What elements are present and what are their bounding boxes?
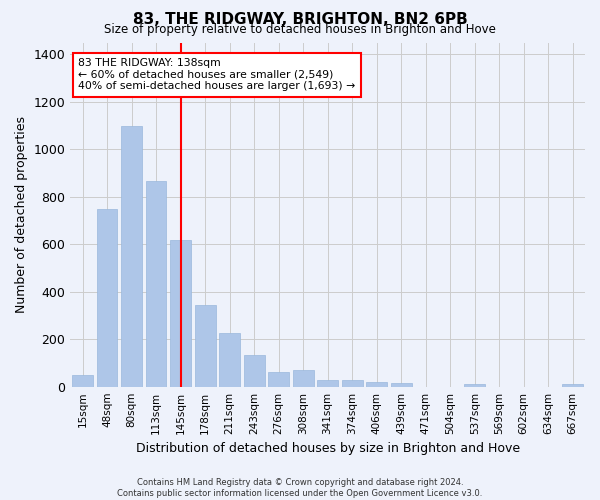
Bar: [97, 208, 118, 386]
Text: Size of property relative to detached houses in Brighton and Hove: Size of property relative to detached ho…: [104, 22, 496, 36]
Bar: [342, 380, 362, 386]
Bar: [244, 354, 265, 386]
Bar: [464, 384, 485, 386]
Bar: [146, 182, 166, 386]
Y-axis label: Number of detached properties: Number of detached properties: [15, 116, 28, 313]
Text: Contains HM Land Registry data © Crown copyright and database right 2024.
Contai: Contains HM Land Registry data © Crown c…: [118, 478, 482, 498]
Text: 83 THE RIDGWAY: 138sqm
← 60% of detached houses are smaller (2,549)
40% of semi-: 83 THE RIDGWAY: 138sqm ← 60% of detached…: [78, 58, 355, 91]
Bar: [72, 375, 93, 386]
Bar: [317, 380, 338, 386]
Bar: [268, 372, 289, 386]
Bar: [391, 383, 412, 386]
X-axis label: Distribution of detached houses by size in Brighton and Hove: Distribution of detached houses by size …: [136, 442, 520, 455]
Bar: [366, 382, 387, 386]
Bar: [562, 384, 583, 386]
Bar: [121, 126, 142, 386]
Bar: [170, 240, 191, 386]
Text: 83, THE RIDGWAY, BRIGHTON, BN2 6PB: 83, THE RIDGWAY, BRIGHTON, BN2 6PB: [133, 12, 467, 28]
Bar: [194, 305, 215, 386]
Bar: [219, 334, 240, 386]
Bar: [293, 370, 314, 386]
